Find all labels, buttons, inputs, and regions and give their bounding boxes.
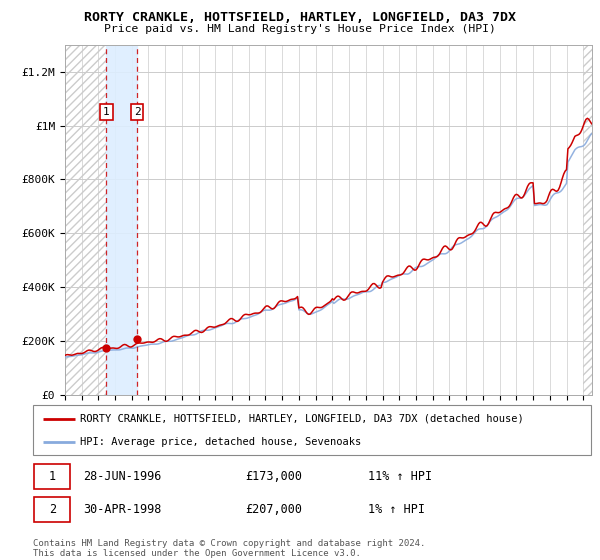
Text: 1: 1 (49, 470, 56, 483)
Text: 11% ↑ HPI: 11% ↑ HPI (368, 470, 432, 483)
Text: Price paid vs. HM Land Registry's House Price Index (HPI): Price paid vs. HM Land Registry's House … (104, 24, 496, 34)
Bar (65, 45, 106, 395)
Text: RORTY CRANKLE, HOTTSFIELD, HARTLEY, LONGFIELD, DA3 7DX: RORTY CRANKLE, HOTTSFIELD, HARTLEY, LONG… (84, 11, 516, 24)
Text: 2: 2 (134, 107, 140, 117)
Text: 1% ↑ HPI: 1% ↑ HPI (368, 503, 425, 516)
Bar (583, 45, 592, 395)
Text: 28-JUN-1996: 28-JUN-1996 (83, 470, 161, 483)
Bar (106, 45, 137, 395)
Text: 30-APR-1998: 30-APR-1998 (83, 503, 161, 516)
Text: HPI: Average price, detached house, Sevenoaks: HPI: Average price, detached house, Seve… (80, 437, 362, 447)
Text: 2: 2 (49, 503, 56, 516)
Text: RORTY CRANKLE, HOTTSFIELD, HARTLEY, LONGFIELD, DA3 7DX (detached house): RORTY CRANKLE, HOTTSFIELD, HARTLEY, LONG… (80, 414, 524, 424)
Text: Contains HM Land Registry data © Crown copyright and database right 2024.
This d: Contains HM Land Registry data © Crown c… (33, 539, 425, 558)
Text: £173,000: £173,000 (245, 470, 302, 483)
Text: £207,000: £207,000 (245, 503, 302, 516)
Bar (34, 497, 70, 522)
Text: 1: 1 (103, 107, 110, 117)
Bar (34, 464, 70, 489)
